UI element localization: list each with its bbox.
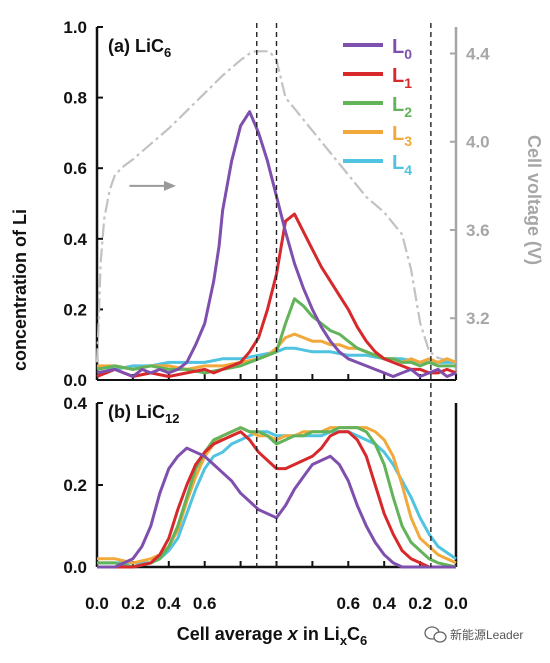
panel-a-series-line-L1 xyxy=(96,212,457,378)
legend-label: L0 xyxy=(392,36,412,62)
y-tick-label: 0.8 xyxy=(63,89,87,108)
panel-b-series-line-L0 xyxy=(97,446,456,569)
y-tick-label: 1.0 xyxy=(63,18,87,37)
y-tick-label: 0.4 xyxy=(63,394,87,413)
panel-a-series-line-L2 xyxy=(96,297,456,375)
wechat-icon xyxy=(424,626,447,643)
legend-label: L1 xyxy=(392,65,412,91)
voltage-curve xyxy=(95,50,457,364)
x-tick-label: 0.6 xyxy=(193,594,217,613)
y2-tick-label: 4.4 xyxy=(466,44,490,63)
x-tick-label: 0.6 xyxy=(336,594,360,613)
y-tick-label: 0.0 xyxy=(63,558,87,577)
x-axis-label: Cell average x in LixC6 xyxy=(177,624,368,648)
direction-arrow-head xyxy=(163,180,176,191)
y2-tick-label: 3.2 xyxy=(466,309,490,328)
x-tick-label: 0.2 xyxy=(408,594,432,613)
y-tick-label: 0.2 xyxy=(63,300,87,319)
legend-label: L3 xyxy=(392,123,412,149)
y-axis-label: concentration of Li xyxy=(10,209,30,371)
y-tick-label: 0.4 xyxy=(63,230,87,249)
x-tick-label: 0.2 xyxy=(121,594,145,613)
panel-b-series-line-L4 xyxy=(97,430,457,565)
watermark-text: 新能源Leader xyxy=(450,627,523,642)
legend-label: L4 xyxy=(392,152,412,178)
y-tick-label: 0.0 xyxy=(63,371,87,390)
panel-a-label: (a) LiC6 xyxy=(108,36,171,60)
y2-tick-label: 4.0 xyxy=(466,133,490,152)
legend-label: L2 xyxy=(392,94,412,120)
x-tick-label: 0.0 xyxy=(444,594,468,613)
y2-axis-label: Cell voltage (V) xyxy=(524,135,544,265)
x-tick-label: 0.0 xyxy=(85,594,109,613)
y2-tick-label: 3.6 xyxy=(466,221,490,240)
watermark: 新能源Leader xyxy=(424,626,523,643)
panel-b-series-line-L2 xyxy=(97,426,457,569)
panel-a-series-line-L0 xyxy=(96,110,457,378)
panel-b-label: (b) LiC12 xyxy=(108,402,179,426)
y-tick-label: 0.2 xyxy=(63,476,87,495)
x-tick-label: 0.4 xyxy=(157,594,181,613)
panel-b-series-line-L3 xyxy=(97,426,457,565)
x-tick-label: 0.4 xyxy=(372,594,396,613)
y-tick-label: 0.6 xyxy=(63,159,87,178)
panel-b-series-line-L1 xyxy=(97,430,456,569)
